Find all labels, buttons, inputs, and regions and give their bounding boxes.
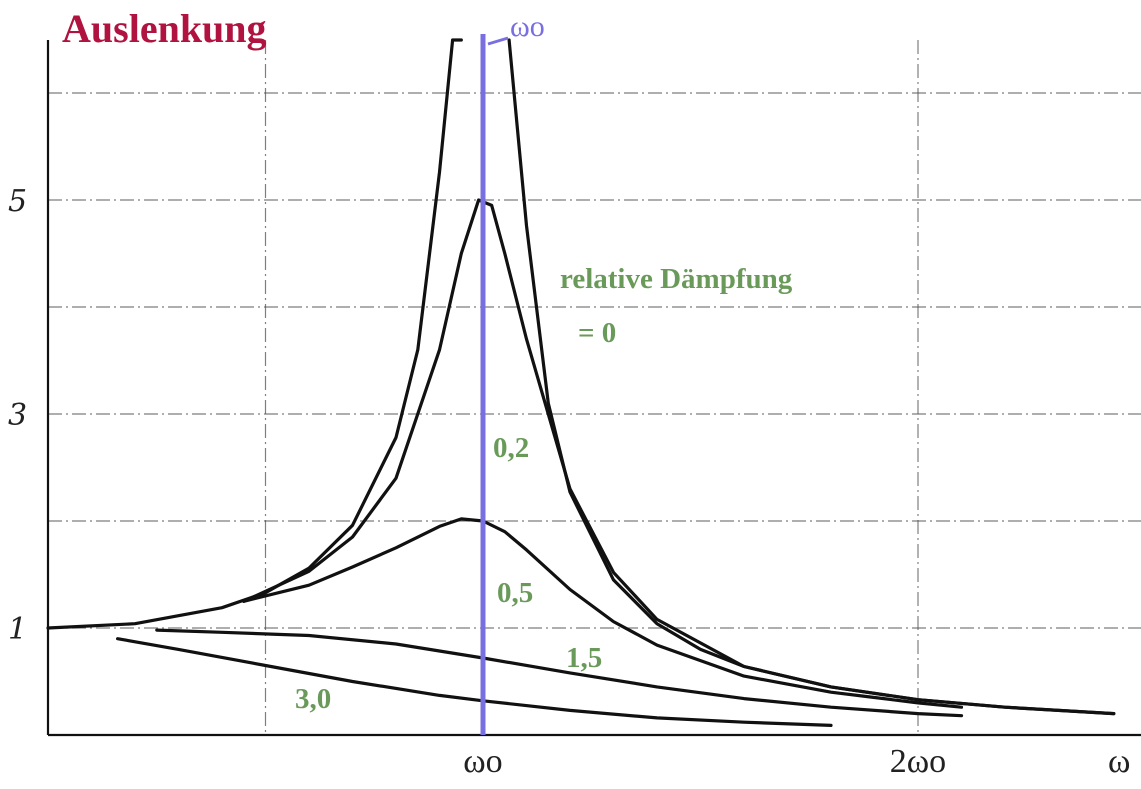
- series-line-5: [116, 637, 833, 727]
- series-line-0: [46, 38, 463, 630]
- y-tick-labels: 1 3 5: [8, 184, 27, 647]
- chart-title: Auslenkung: [62, 6, 267, 51]
- axis-layer: [46, 40, 1141, 737]
- series-line-3: [242, 517, 964, 709]
- x-axis-label: ω: [1108, 743, 1130, 780]
- damping-label-0-5: 0,5: [497, 577, 533, 609]
- series-line-2: [242, 198, 1116, 716]
- x-tick-label-1: 2ωo: [890, 743, 946, 780]
- curve-layer: [46, 38, 1116, 727]
- damping-legend-title: relative Dämpfung: [560, 263, 793, 295]
- damping-label-3-0: 3,0: [295, 683, 331, 715]
- y-tick-label-2: 5: [8, 184, 27, 219]
- resonance-marker-leader: [487, 36, 509, 46]
- series-line-4: [155, 628, 964, 718]
- x-tick-label-0: ωo: [463, 743, 502, 780]
- y-tick-label-1: 3: [8, 398, 27, 433]
- damping-label-0: = 0: [578, 317, 616, 349]
- damping-label-1-5: 1,5: [566, 642, 602, 674]
- x-tick-labels: ωo 2ωo: [463, 743, 946, 780]
- damping-label-0-2: 0,2: [493, 432, 529, 464]
- resonance-marker-label: ωo: [510, 10, 545, 43]
- y-tick-label-0: 1: [8, 612, 27, 647]
